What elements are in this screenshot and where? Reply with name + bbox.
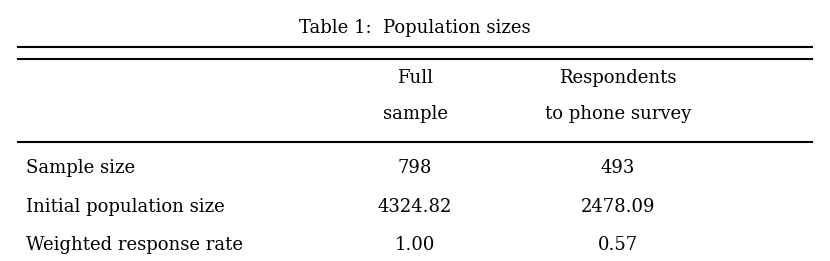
Text: 2478.09: 2478.09 [580, 198, 655, 216]
Text: Respondents: Respondents [559, 69, 676, 87]
Text: Initial population size: Initial population size [27, 198, 225, 216]
Text: 1.00: 1.00 [395, 236, 435, 254]
Text: Table 1:  Population sizes: Table 1: Population sizes [299, 20, 531, 38]
Text: 4324.82: 4324.82 [378, 198, 452, 216]
Text: 493: 493 [600, 159, 635, 177]
Text: Sample size: Sample size [27, 159, 135, 177]
Text: Full: Full [397, 69, 433, 87]
Text: sample: sample [383, 105, 447, 123]
Text: to phone survey: to phone survey [544, 105, 691, 123]
Text: 0.57: 0.57 [598, 236, 637, 254]
Text: Weighted response rate: Weighted response rate [27, 236, 243, 254]
Text: 798: 798 [398, 159, 432, 177]
